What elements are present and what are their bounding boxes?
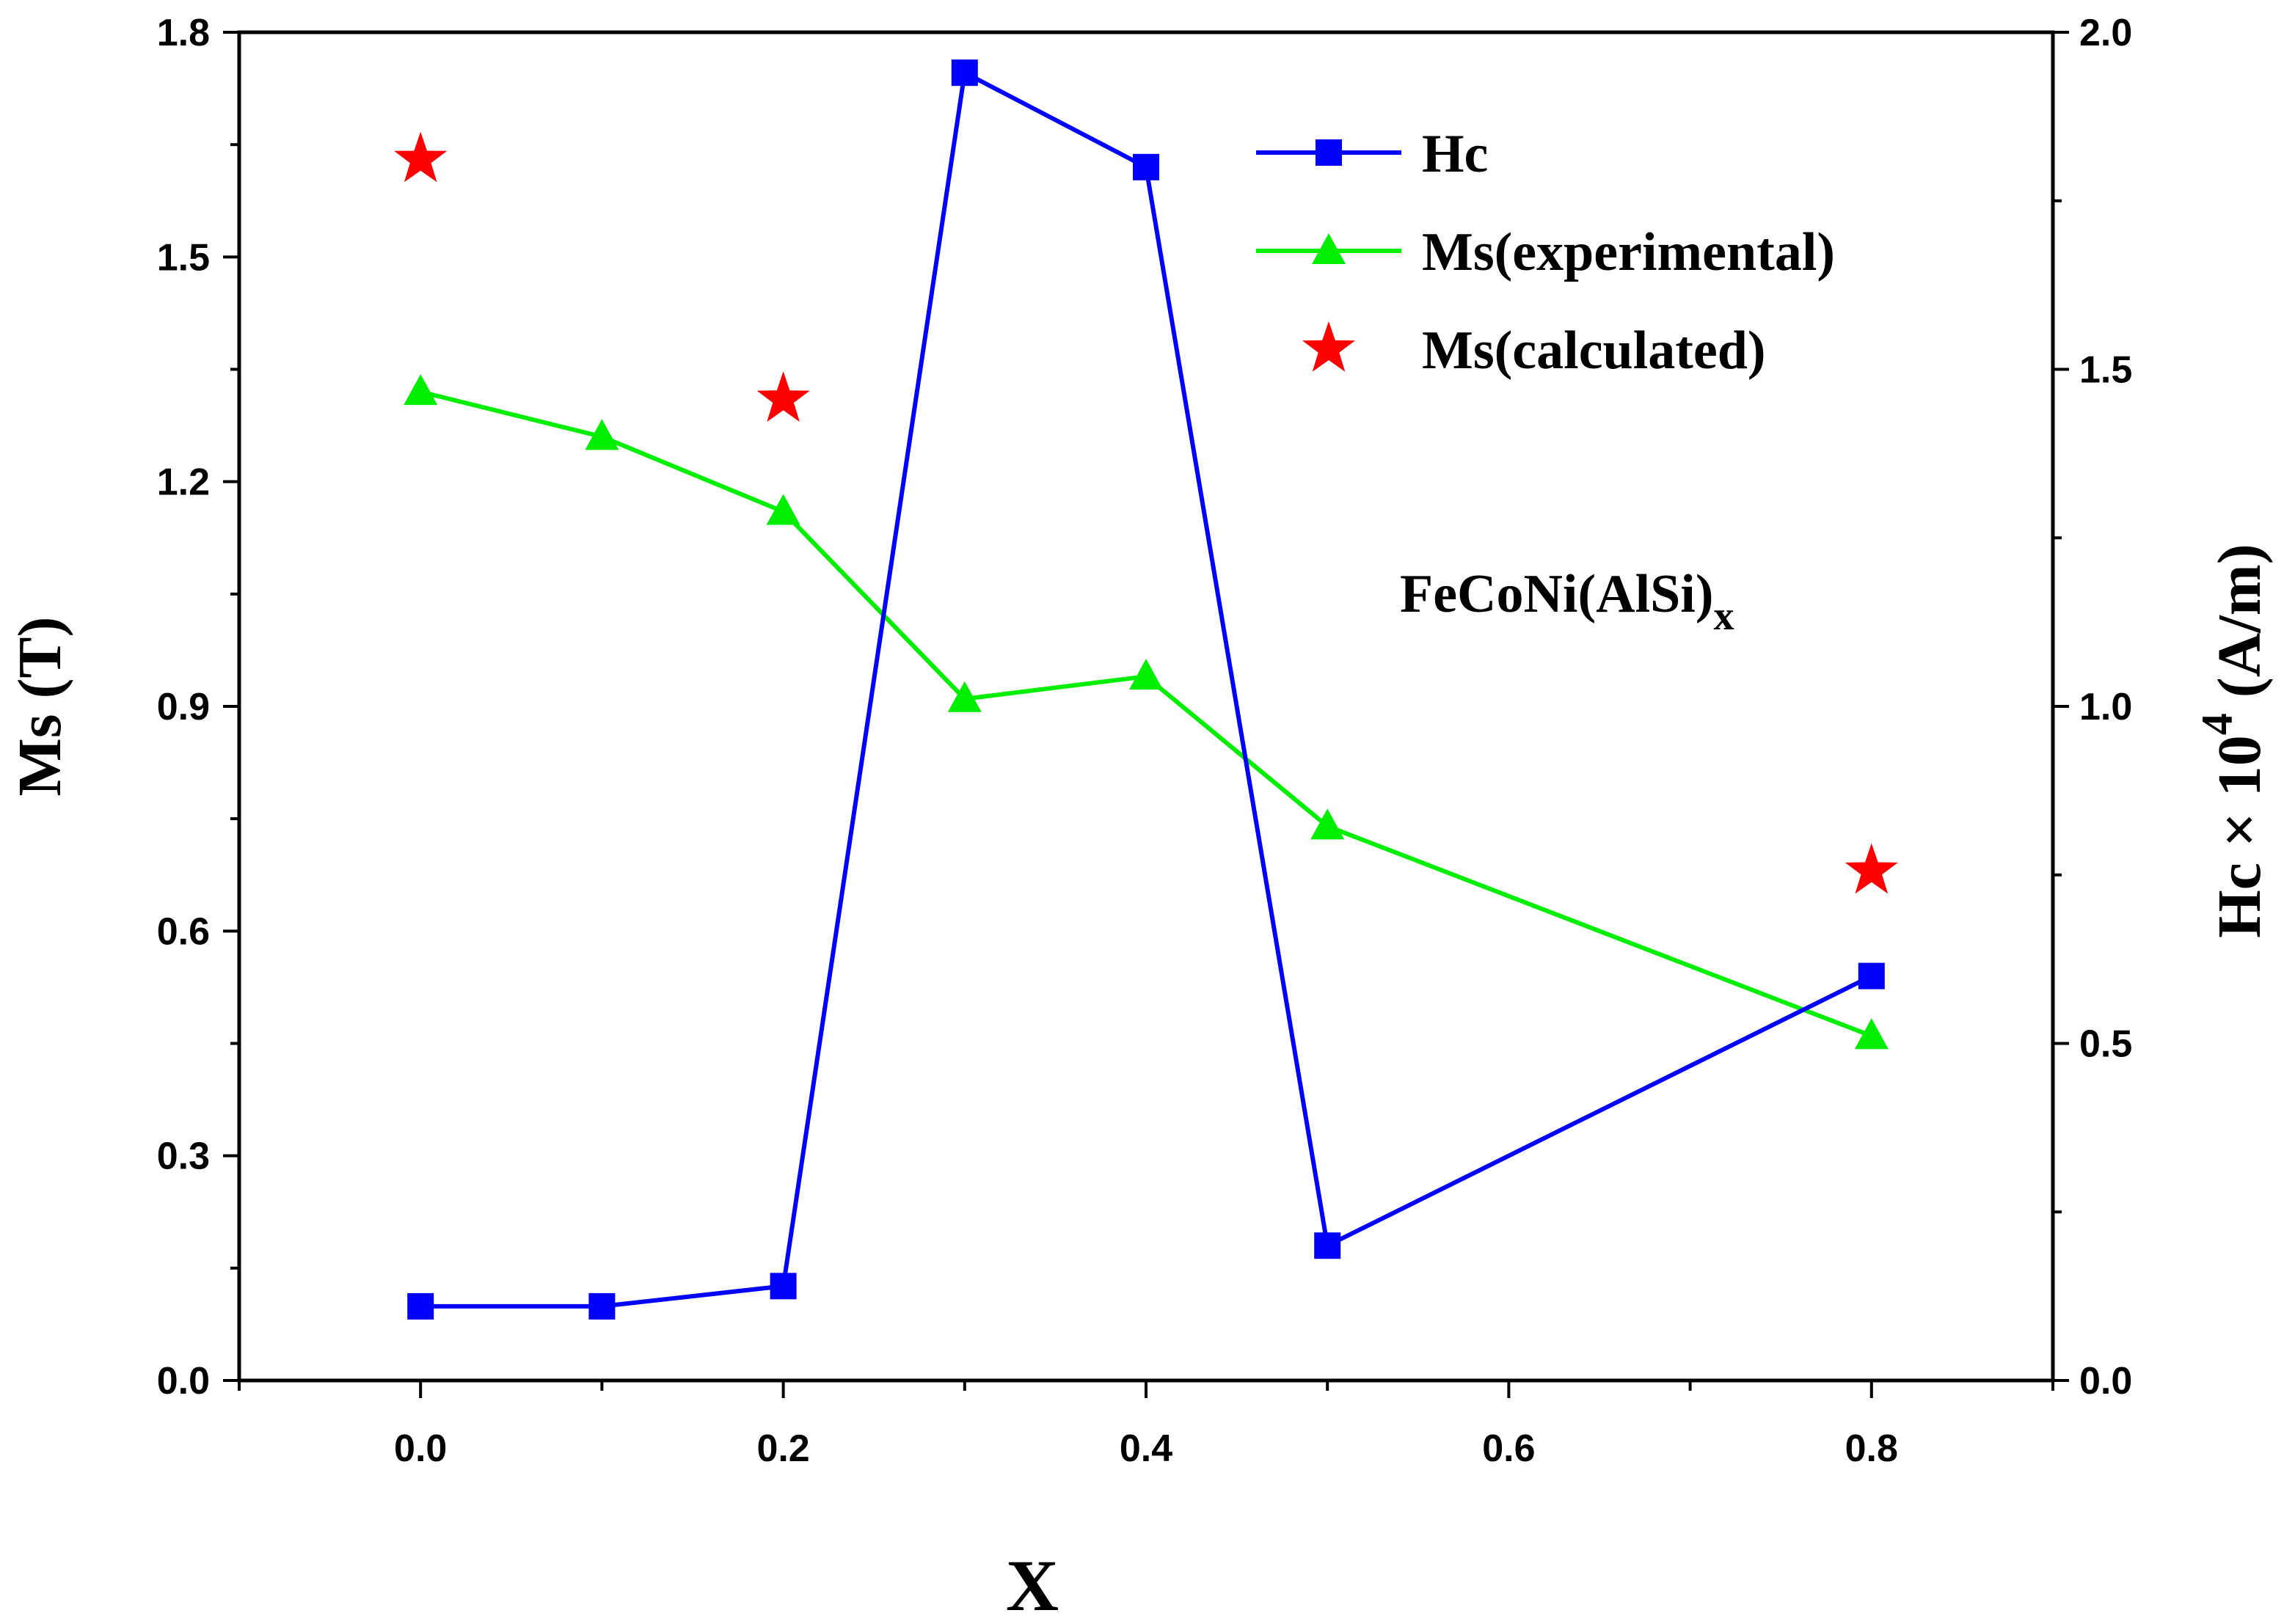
y-axis-right-title-exponent: 4	[2193, 713, 2241, 735]
composition-annotation: FeCoNi(AlSi)x	[1400, 564, 1734, 639]
hc-point	[407, 1292, 434, 1320]
y-axis-right-title-suffix: (A/m)	[2205, 544, 2274, 713]
y-left-tick-label: 0.0	[157, 1360, 210, 1402]
ms-experimental-point	[1854, 1018, 1889, 1050]
y-right-tick-label: 2.0	[2079, 12, 2132, 54]
series-ms-calculated	[394, 131, 1898, 894]
y-axis-right-title: Hc × 104 (A/m)	[2193, 544, 2274, 937]
x-tick-label: 0.4	[1120, 1427, 1172, 1470]
series-layer	[394, 59, 1898, 1320]
y-left-tick-label: 1.8	[157, 12, 210, 54]
hc-point	[1133, 153, 1159, 180]
x-tick-label: 0.8	[1845, 1427, 1898, 1470]
y-right-tick-label: 0.0	[2079, 1360, 2132, 1402]
hc-point	[770, 1273, 797, 1300]
x-tick-label: 0.0	[394, 1427, 447, 1470]
legend-ms-calc-label: Ms(calculated)	[1422, 321, 1766, 381]
ticks	[223, 31, 2069, 1398]
ms-calculated-point	[1845, 843, 1898, 894]
legend-hc-label: Hc	[1422, 124, 1488, 184]
hc-point	[951, 59, 978, 87]
composition-annotation-subscript: x	[1714, 593, 1734, 639]
y-left-tick-label: 0.6	[157, 910, 210, 953]
series-ms-experimental	[404, 374, 1889, 1050]
y-right-tick-label: 0.5	[2079, 1023, 2132, 1066]
y-left-tick-label: 1.2	[157, 461, 210, 504]
ms-experimental-point	[585, 419, 619, 450]
ms-calculated-point	[756, 371, 810, 423]
hc-point	[588, 1292, 616, 1320]
tick-labels: 0.0 0.2 0.4 0.6 0.8 0.0 0.3 0.6 0.9 1.2 1.5 1.8 0.0 0…	[157, 12, 2133, 1470]
legend-ms-exp-label: Ms(experimental)	[1422, 222, 1835, 282]
y-left-tick-label: 0.3	[157, 1135, 210, 1178]
y-left-tick-label: 1.5	[157, 236, 210, 279]
x-tick-label: 0.6	[1482, 1427, 1535, 1470]
y-left-tick-label: 0.9	[157, 686, 210, 728]
ms-experimental-point	[1129, 659, 1163, 690]
legend-ms-calc-marker	[1302, 321, 1356, 372]
hc-point	[1314, 1232, 1341, 1259]
x-tick-label: 0.2	[756, 1427, 809, 1470]
series-ms-experimental-line	[420, 389, 1872, 1039]
legend-hc-marker	[1316, 139, 1342, 166]
series-hc	[407, 59, 1885, 1320]
legend-ms-exp-marker	[1312, 233, 1346, 264]
ms-calculated-point	[394, 131, 448, 183]
ms-experimental-point	[1310, 808, 1345, 840]
x-axis-title: X	[1006, 1545, 1059, 1624]
hc-point	[1858, 962, 1885, 990]
legend: Hc Ms(experimental) Ms(calculated)	[1256, 124, 1835, 381]
composition-annotation-main: FeCoNi(AlSi)	[1400, 564, 1714, 624]
ms-experimental-point	[947, 681, 982, 712]
y-axis-left-title: Ms (T)	[6, 617, 74, 797]
ms-experimental-point	[766, 494, 800, 525]
ms-experimental-point	[404, 374, 438, 406]
y-right-tick-label: 1.0	[2079, 686, 2132, 728]
y-axis-right-title-prefix: Hc × 10	[2205, 735, 2274, 938]
y-right-tick-label: 1.5	[2079, 349, 2132, 392]
